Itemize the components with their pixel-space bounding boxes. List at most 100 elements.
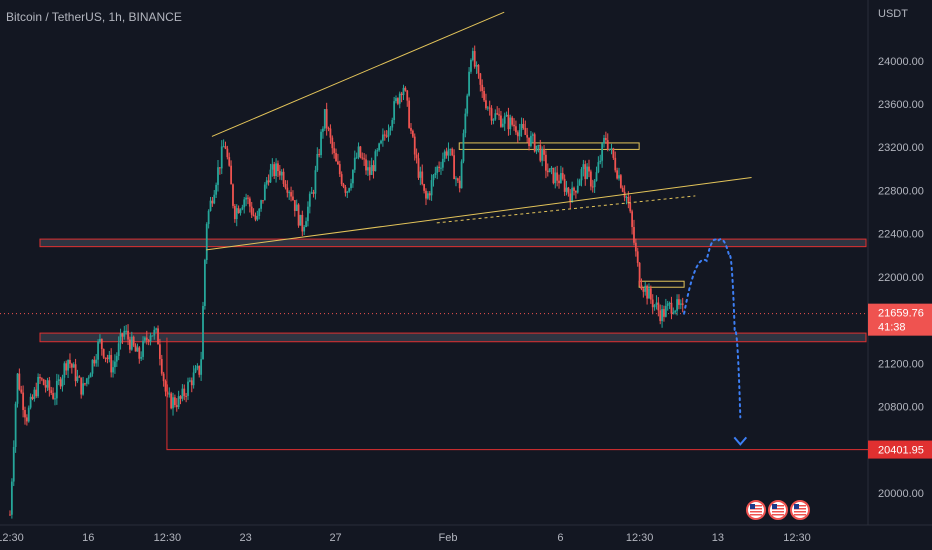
flag-stripe [794, 505, 806, 507]
candle-body [273, 164, 276, 177]
y-tick-label: 20800.00 [878, 402, 924, 414]
candle-body [14, 403, 17, 447]
candle-body [408, 100, 411, 128]
candle-body [100, 338, 103, 349]
candle-body [661, 309, 663, 322]
candle-body [425, 190, 427, 199]
candle-body [232, 184, 234, 206]
candle-body [256, 216, 259, 220]
last-price-tag [868, 303, 932, 336]
candle-body [563, 178, 566, 192]
candle-body [380, 140, 382, 144]
candle-body [57, 379, 60, 381]
candle-body [307, 206, 309, 222]
candle-body [565, 187, 568, 192]
candle-body [586, 166, 589, 180]
candle-body [610, 148, 613, 150]
candle-body [391, 120, 394, 128]
candle-body [453, 155, 455, 180]
candle-body [515, 126, 517, 133]
candle-body [537, 144, 540, 146]
candle-body [140, 356, 143, 359]
candle-body [666, 303, 669, 306]
candle-body [567, 187, 570, 194]
event-flags[interactable] [746, 500, 810, 520]
candle-body [136, 347, 139, 352]
candle-body [243, 199, 246, 208]
candle-body [400, 93, 403, 96]
candle-body [220, 146, 223, 169]
candle-body [282, 171, 285, 185]
candle-body [580, 169, 583, 181]
time-axis[interactable]: 12:30 16 12:30 23 27 Feb 6 12:30 13 12:30 [0, 532, 811, 544]
candle-body [481, 84, 484, 92]
candle-body [507, 114, 510, 130]
flag-canton [772, 504, 777, 509]
candle-body [226, 148, 229, 158]
candle-body [24, 410, 26, 418]
projection-arrow [733, 436, 748, 446]
candle-body [524, 127, 527, 135]
us-flag-icon[interactable] [746, 500, 766, 520]
candle-body [59, 379, 62, 387]
candle-body [87, 377, 90, 379]
candle-body [616, 170, 619, 179]
flag-ring [790, 500, 810, 520]
candle-body [365, 159, 367, 171]
candle-body [250, 206, 253, 215]
candle-body [406, 90, 409, 101]
candle-body [488, 107, 491, 109]
candle-body [426, 193, 429, 199]
candle-body [398, 93, 401, 104]
price-tags: 21659.76 41:38 20401.95 [868, 303, 932, 459]
candle-body [509, 117, 512, 130]
flag-canton [794, 504, 799, 509]
flag-ring [768, 500, 788, 520]
candle-body [357, 146, 360, 158]
flag-stripe [750, 505, 762, 507]
x-tick-label: 12:30 [0, 532, 24, 544]
candle-body [496, 113, 499, 115]
candle-body [560, 173, 562, 184]
candle-body [168, 393, 171, 395]
us-flag-icon[interactable] [790, 500, 810, 520]
candle-body [185, 395, 188, 397]
candle-body [99, 338, 101, 342]
candle-body [247, 197, 249, 199]
candle-layer [9, 45, 684, 519]
candle-body [258, 208, 261, 217]
candle-body [335, 153, 337, 162]
candle-body [213, 194, 216, 204]
candle-body [642, 289, 645, 292]
candle-body [471, 51, 474, 60]
candle-body [432, 175, 435, 181]
flag-stripe [794, 508, 806, 510]
candle-body [576, 185, 579, 193]
price-axis[interactable]: 20000.00 20800.00 21200.00 22000.00 22400.00… [878, 56, 924, 500]
flag-stripe [750, 511, 762, 513]
candle-body [500, 115, 502, 127]
candle-body [548, 168, 551, 173]
candle-body [241, 207, 244, 210]
us-flag-icon[interactable] [768, 500, 788, 520]
x-tick-label: 27 [329, 532, 341, 544]
candle-body [37, 376, 40, 397]
candle-body [235, 208, 238, 220]
candle-body [194, 368, 197, 373]
candle-body [265, 180, 268, 185]
candle-body [299, 214, 302, 226]
candle-body [25, 417, 28, 422]
candle-body [95, 359, 98, 364]
candle-body [468, 71, 470, 96]
candle-body [528, 137, 530, 147]
candle-body [363, 158, 366, 160]
candle-body [149, 335, 152, 342]
candle-body [252, 214, 255, 216]
candle-body [492, 119, 495, 121]
candle-body [443, 151, 446, 159]
chart-grid [0, 0, 932, 526]
candle-body [211, 200, 214, 204]
candle-body [44, 384, 47, 388]
candle-body [18, 373, 21, 390]
